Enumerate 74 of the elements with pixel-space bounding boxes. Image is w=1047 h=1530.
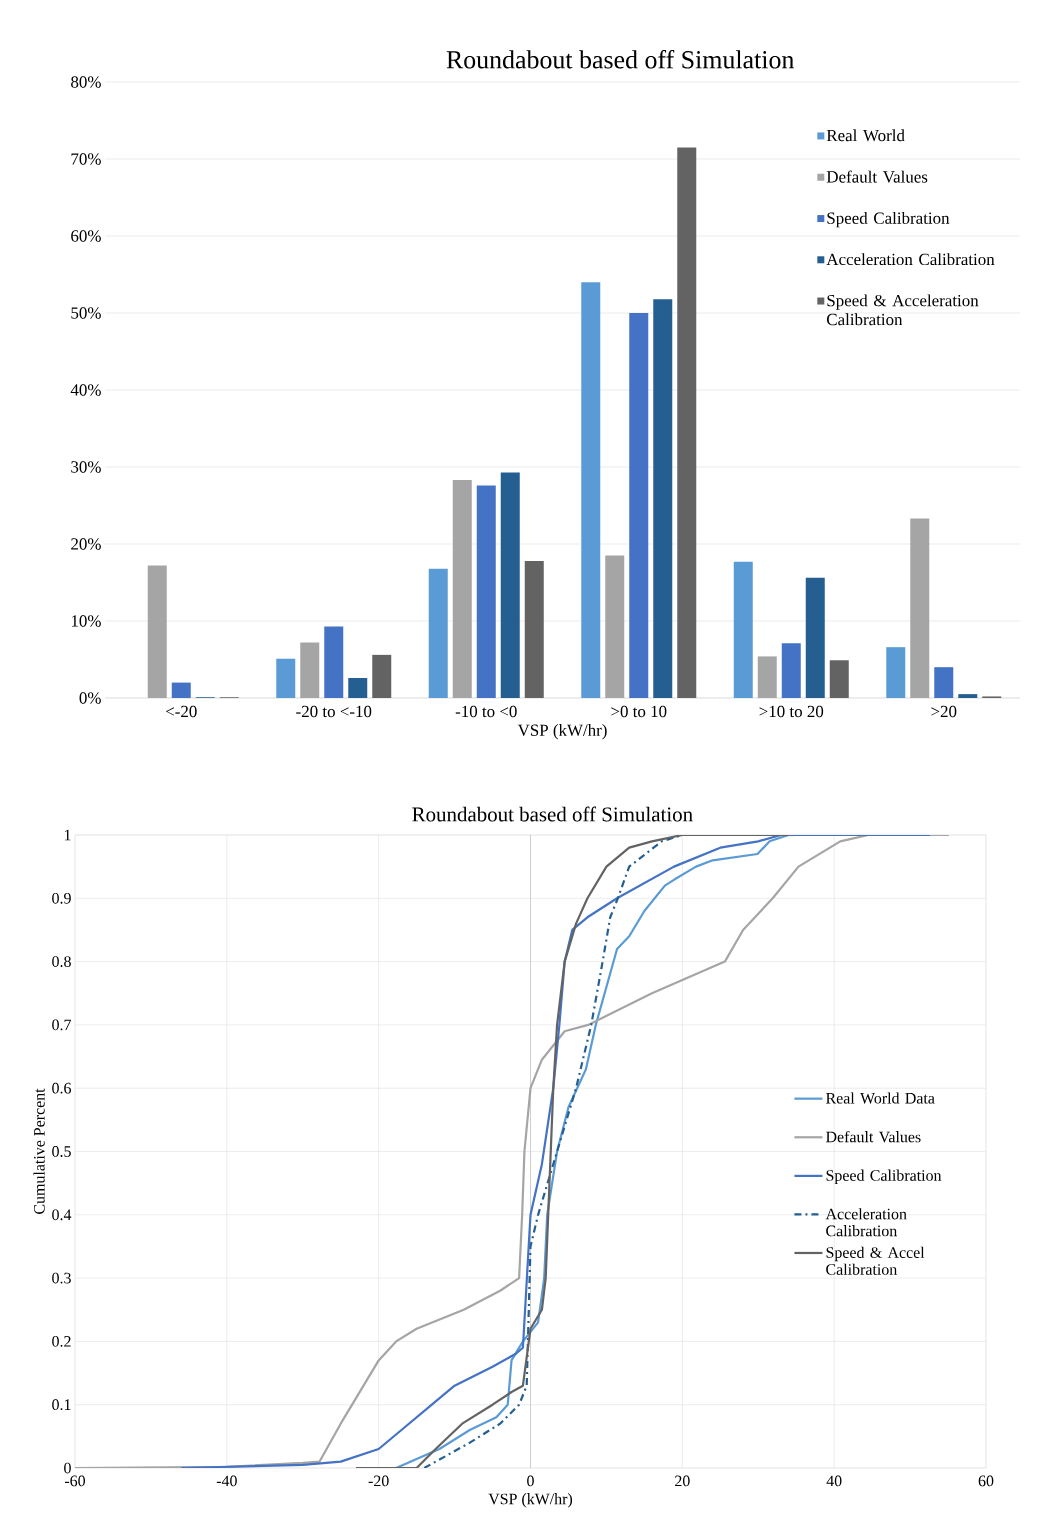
bar xyxy=(805,577,825,698)
y-tick-label: 50% xyxy=(71,307,101,319)
y-tick-label: 0.3 xyxy=(52,1272,71,1284)
bar xyxy=(677,147,697,698)
x-tick-label: -10 to <0 xyxy=(455,705,517,718)
x-tick-label: 40 xyxy=(826,1475,842,1487)
y-tick-label: 0 xyxy=(64,1462,71,1474)
legend-label: Real World Data xyxy=(825,1092,935,1104)
x-axis-title: VSP (kW/hr) xyxy=(517,724,607,740)
bar xyxy=(934,667,954,698)
y-tick-label: 0.7 xyxy=(52,1019,72,1031)
bar xyxy=(276,658,296,698)
legend-label: Acceleration Calibration xyxy=(826,253,995,266)
x-tick-label: -60 xyxy=(64,1475,86,1487)
bar xyxy=(829,660,849,698)
y-tick-label: 30% xyxy=(71,461,101,473)
legend-label: Default Values xyxy=(825,1130,921,1143)
x-tick-label: -20 xyxy=(368,1475,389,1487)
y-tick-label: 20% xyxy=(71,538,101,550)
bar xyxy=(147,565,167,698)
bar xyxy=(476,485,496,698)
y-tick-label: 40% xyxy=(70,384,101,396)
legend-label: Acceleration Calibration xyxy=(825,1208,907,1237)
x-axis-title: VSP (kW/hr) xyxy=(488,1493,573,1508)
legend-label: Speed & Acceleration Calibration xyxy=(827,294,979,326)
bar xyxy=(348,677,368,698)
x-tick-label: -40 xyxy=(216,1475,237,1487)
bar xyxy=(629,312,649,698)
y-tick-label: 0.5 xyxy=(52,1146,71,1157)
y-tick-label: 60% xyxy=(71,230,101,242)
y-tick-label: 0% xyxy=(79,692,101,704)
bar xyxy=(300,642,320,698)
bar xyxy=(886,647,906,698)
bar xyxy=(452,480,472,698)
x-tick-label: 60 xyxy=(978,1475,994,1487)
bar xyxy=(781,643,801,698)
x-tick-label: 20 xyxy=(675,1475,690,1487)
legend-label: Speed & Accel Calibration xyxy=(826,1246,925,1275)
x-tick-label: 0 xyxy=(527,1475,534,1487)
x-tick-label: <-20 xyxy=(166,705,197,718)
y-tick-label: 0.9 xyxy=(52,892,71,904)
chart-title: Roundabout based off Simulation xyxy=(446,50,794,69)
x-tick-label: >10 to 20 xyxy=(759,705,824,718)
bar xyxy=(910,518,930,698)
legend-label: Speed Calibration xyxy=(827,211,950,228)
bar xyxy=(500,472,520,698)
bar xyxy=(171,682,191,698)
y-tick-label: 0.1 xyxy=(52,1399,71,1411)
y-tick-label: 70% xyxy=(71,153,101,165)
bar xyxy=(524,560,544,698)
legend-label: Speed Calibration xyxy=(826,1169,942,1185)
y-tick-label: 0.2 xyxy=(52,1335,71,1347)
y-tick-label: 0.6 xyxy=(52,1082,72,1094)
x-tick-label: -20 to <-10 xyxy=(296,705,372,718)
y-axis-title: Cumulative Percent xyxy=(33,1088,45,1214)
bar xyxy=(372,654,392,698)
bar xyxy=(581,282,601,698)
legend-label: Real World xyxy=(826,129,905,142)
y-tick-label: 80% xyxy=(71,76,101,88)
bar xyxy=(428,568,448,698)
y-tick-label: 10% xyxy=(71,615,101,627)
bar xyxy=(757,656,777,698)
chart-title: Roundabout based off Simulation xyxy=(412,806,693,822)
y-tick-label: 0.8 xyxy=(52,956,71,967)
bar xyxy=(653,299,673,698)
x-tick-label: >20 xyxy=(931,705,957,718)
bar xyxy=(733,561,753,698)
bar xyxy=(324,626,344,698)
x-tick-label: >0 to 10 xyxy=(611,705,667,718)
y-tick-label: 1 xyxy=(64,829,71,841)
bar xyxy=(958,694,978,698)
bar xyxy=(605,555,625,698)
legend-label: Default Values xyxy=(826,170,928,183)
y-tick-label: 0.4 xyxy=(52,1209,72,1221)
